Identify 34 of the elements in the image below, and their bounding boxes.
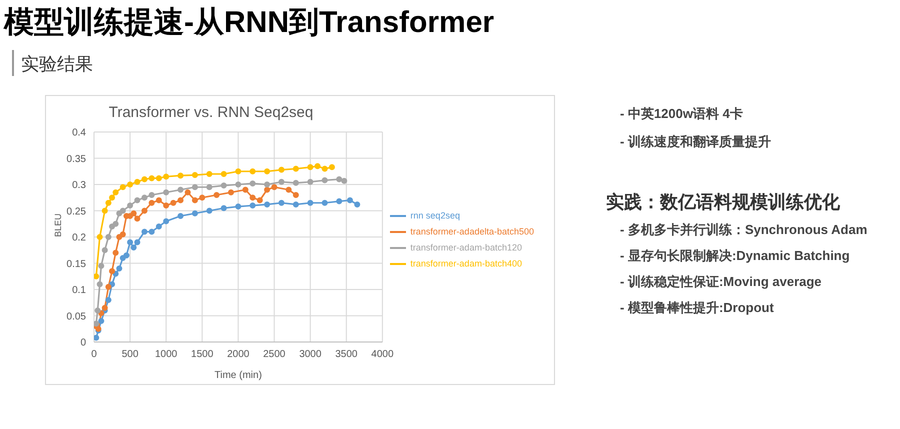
y-tick-label: 0.3 xyxy=(72,180,86,192)
text: - 显存句长限制解决:Dynamic Batching xyxy=(620,247,850,265)
y-tick-label: 0.4 xyxy=(72,128,86,139)
x-tick-label: 2000 xyxy=(227,349,250,360)
x-axis-title: Time (min) xyxy=(214,370,262,381)
y-tick-label: 0.05 xyxy=(66,311,86,322)
x-tick-label: 3000 xyxy=(299,349,322,360)
text: - 中英1200w语料 4卡 xyxy=(620,105,743,123)
chart-title: Transformer vs. RNN Seq2seq xyxy=(108,104,314,121)
y-tick-label: 0.15 xyxy=(66,258,86,270)
x-tick-label: 0 xyxy=(91,349,98,360)
x-tick-label: 2500 xyxy=(263,349,286,360)
text: - 多机多卡并行训练：Synchronous Adam xyxy=(620,221,868,239)
y-tick-label: 0.25 xyxy=(66,206,86,218)
x-tick-label: 4000 xyxy=(371,349,394,360)
x-tick-label: 500 xyxy=(122,349,139,360)
legend-label: rnn seq2seq xyxy=(410,210,460,220)
legend-label: transformer-adadelta-batch500 xyxy=(410,226,534,236)
text: 实践：数亿语料规模训练优化 xyxy=(606,191,840,214)
text: - 训练稳定性保证:Moving average xyxy=(620,273,822,291)
x-tick-label: 1000 xyxy=(154,349,178,360)
text: - 模型鲁棒性提升:Dropout xyxy=(620,299,774,317)
text: - 训练速度和翻译质量提升 xyxy=(620,133,771,151)
x-tick-label: 3500 xyxy=(335,349,358,360)
text: 实验结果 xyxy=(21,53,93,76)
text: 模型训练提速-从RNN到Transformer xyxy=(4,5,494,41)
y-axis-title: BLEU xyxy=(53,213,64,237)
y-tick-label: 0.35 xyxy=(66,154,86,165)
y-tick-label: 0 xyxy=(80,338,86,349)
legend-label: transformer-adam-batch120 xyxy=(410,242,522,252)
legend-label: transformer-adam-batch400 xyxy=(410,258,522,268)
y-tick-label: 0.2 xyxy=(72,232,86,244)
y-tick-label: 0.1 xyxy=(72,285,86,296)
x-tick-label: 1500 xyxy=(191,349,214,360)
